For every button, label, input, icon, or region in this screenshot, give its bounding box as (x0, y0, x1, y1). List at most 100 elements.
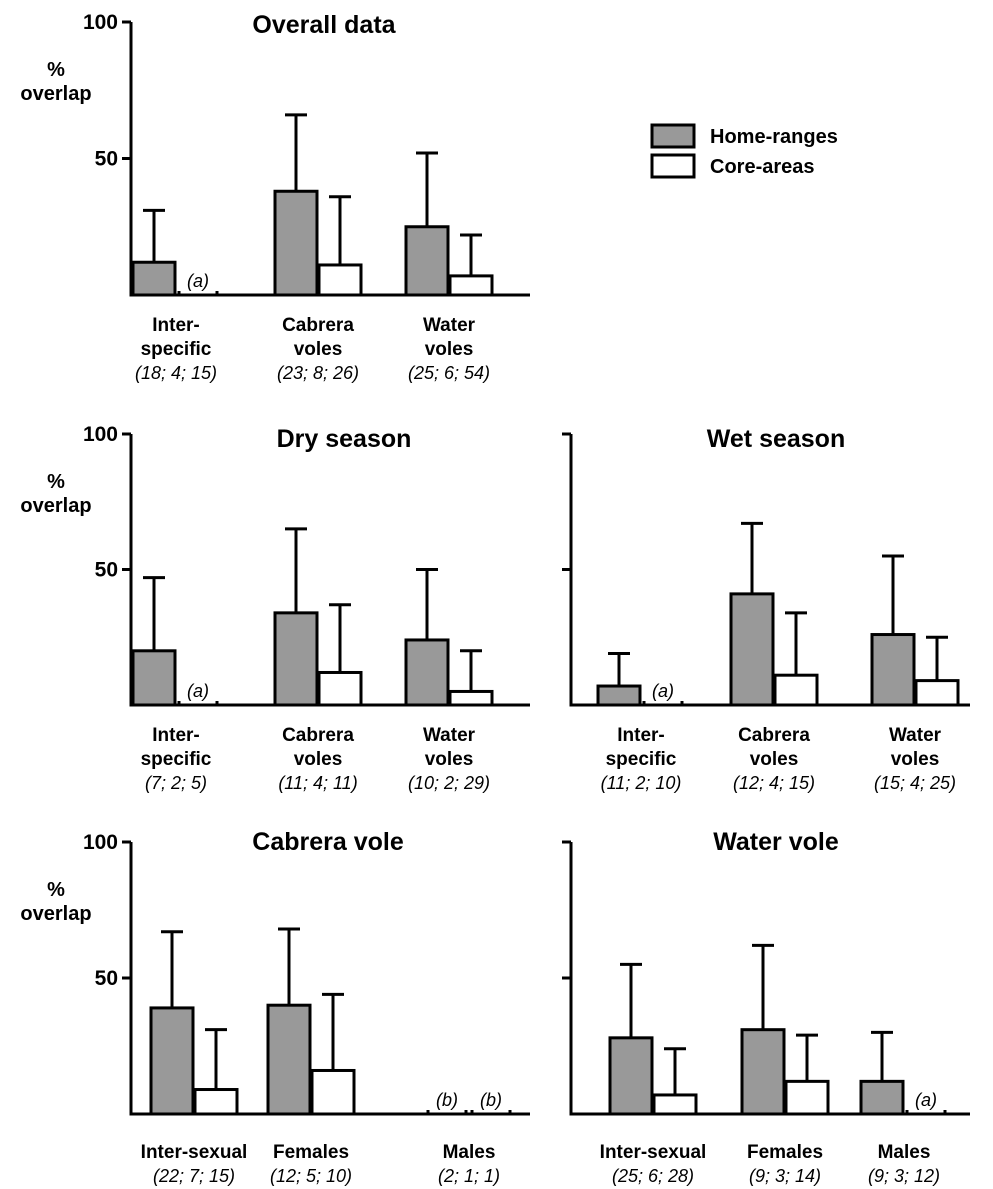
category-label: Water (423, 725, 476, 746)
chart-panel-overall-data: 50 100%overlap Overall data (a) Inter-specif… (20, 11, 530, 383)
category-label: Water (889, 725, 942, 746)
y-tick-label-100: 100 (83, 423, 118, 446)
category-label: Inter- (152, 315, 200, 336)
chart-title: Cabrera vole (252, 828, 404, 856)
legend-label-core-areas: Core-areas (710, 156, 815, 178)
bar-core-areas (317, 263, 363, 297)
bar-home-ranges (729, 592, 775, 707)
bar-home-ranges (870, 633, 916, 707)
sample-size-label: (9; 3; 14) (749, 1166, 821, 1186)
bar-core-areas (448, 274, 494, 297)
bar-core-areas (310, 1068, 356, 1116)
y-axis-label: overlap (20, 495, 91, 517)
category-label: voles (750, 749, 799, 770)
chart-panel-dry-season: 50 100%overlap Dry season (a) Inter-specific… (20, 423, 530, 793)
category-group-inter-specific: (a) Inter-specific (11; 2; 10) (596, 652, 684, 793)
chart-title: Wet season (707, 425, 845, 453)
bar-core-areas (914, 679, 960, 707)
bar-annotation-core-areas: (a) (652, 681, 674, 701)
sample-size-label: (11; 4; 11) (278, 773, 357, 793)
bar-annotation-core-areas: (b) (480, 1090, 502, 1110)
bar-core-areas (784, 1079, 830, 1116)
legend-swatch-home-ranges (650, 123, 696, 149)
bar-home-ranges (273, 189, 319, 297)
chart-title: Dry season (277, 425, 412, 453)
category-label: Cabrera (738, 725, 810, 746)
sample-size-label: (11; 2; 10) (601, 773, 682, 793)
sample-size-label: (7; 2; 5) (145, 773, 207, 793)
category-label: Cabrera (282, 725, 354, 746)
chart-title: Overall data (252, 11, 396, 39)
category-label: voles (294, 749, 343, 770)
chart-title: Water vole (713, 828, 839, 856)
sample-size-label: (2; 1; 1) (438, 1166, 500, 1186)
category-group-males: (b) (b) Males (2; 1; 1) (426, 1090, 512, 1186)
legend-label-home-ranges: Home-ranges (710, 126, 838, 148)
category-group-inter-specific: (a) Inter-specific (7; 2; 5) (131, 576, 219, 793)
category-label: voles (294, 339, 343, 360)
bar-home-ranges (596, 684, 642, 707)
category-label: Water (423, 315, 476, 336)
y-tick-label-100: 100 (83, 831, 118, 854)
category-label: Females (273, 1142, 349, 1163)
category-group-cabrera-voles: Cabrera voles (23; 8; 26) (273, 113, 363, 383)
bar-home-ranges (131, 649, 177, 707)
category-label: voles (891, 749, 940, 770)
category-label: Inter- (617, 725, 665, 746)
y-axis-label: % (47, 879, 65, 901)
bar-annotation-core-areas: (a) (187, 681, 209, 701)
sample-size-label: (10; 2; 29) (408, 773, 490, 793)
bar-home-ranges (404, 225, 450, 297)
category-group-cabrera-voles: Cabrera voles (11; 4; 11) (273, 527, 363, 793)
category-group-females: Females (9; 3; 14) (740, 943, 830, 1186)
bar-core-areas (652, 1093, 698, 1116)
category-group-water-voles: Water voles (15; 4; 25) (870, 554, 960, 793)
bar-core-areas (317, 670, 363, 707)
sample-size-label: (12; 5; 10) (270, 1166, 352, 1186)
sample-size-label: (18; 4; 15) (135, 363, 217, 383)
bar-home-ranges (149, 1006, 195, 1116)
chart-panel-water-vole: Water vole Inter-sexual (25; 6; 28) Females… (562, 828, 970, 1186)
category-group-water-voles: Water voles (25; 6; 54) (404, 151, 494, 383)
y-axis-label: % (47, 471, 65, 493)
sample-size-label: (25; 6; 54) (408, 363, 490, 383)
bar-home-ranges (273, 611, 319, 707)
category-label: Males (443, 1142, 496, 1163)
bar-home-ranges (608, 1036, 654, 1116)
category-label: Males (878, 1142, 931, 1163)
category-group-inter-sexual: Inter-sexual (25; 6; 28) (600, 962, 707, 1186)
y-axis-label: % (47, 59, 65, 81)
bar-home-ranges (404, 638, 450, 707)
category-label: specific (606, 749, 677, 770)
y-tick-label-50: 50 (95, 148, 118, 171)
category-label: voles (425, 749, 474, 770)
bar-home-ranges (740, 1028, 786, 1116)
category-label: Inter-sexual (141, 1142, 248, 1163)
sample-size-label: (22; 7; 15) (153, 1166, 235, 1186)
category-group-males: (a) Males (9; 3; 12) (859, 1030, 947, 1186)
category-group-cabrera-voles: Cabrera voles (12; 4; 15) (729, 521, 819, 793)
sample-size-label: (12; 4; 15) (733, 773, 815, 793)
category-label: Females (747, 1142, 823, 1163)
category-label: specific (141, 749, 212, 770)
sample-size-label: (15; 4; 25) (874, 773, 956, 793)
y-tick-label-50: 50 (95, 559, 118, 582)
bar-annotation-core-areas: (a) (915, 1090, 937, 1110)
category-group-inter-specific: (a) Inter-specific (18; 4; 15) (131, 208, 219, 383)
sample-size-label: (23; 8; 26) (277, 363, 359, 383)
category-label: specific (141, 339, 212, 360)
sample-size-label: (25; 6; 28) (612, 1166, 694, 1186)
category-group-inter-sexual: Inter-sexual (22; 7; 15) (141, 930, 248, 1186)
category-label: Inter-sexual (600, 1142, 707, 1163)
bar-annotation-core-areas: (a) (187, 271, 209, 291)
bar-core-areas (448, 689, 494, 707)
bar-home-ranges (859, 1079, 905, 1116)
legend: Home-ranges Core-areas (650, 123, 838, 179)
y-axis-label: overlap (20, 903, 91, 925)
chart-panel-wet-season: Wet season (a) Inter-specific (11; 2; 10) Ca… (562, 425, 970, 793)
bar-home-ranges (266, 1003, 312, 1116)
bar-core-areas (193, 1088, 239, 1116)
sample-size-label: (9; 3; 12) (868, 1166, 940, 1186)
category-label: Inter- (152, 725, 200, 746)
